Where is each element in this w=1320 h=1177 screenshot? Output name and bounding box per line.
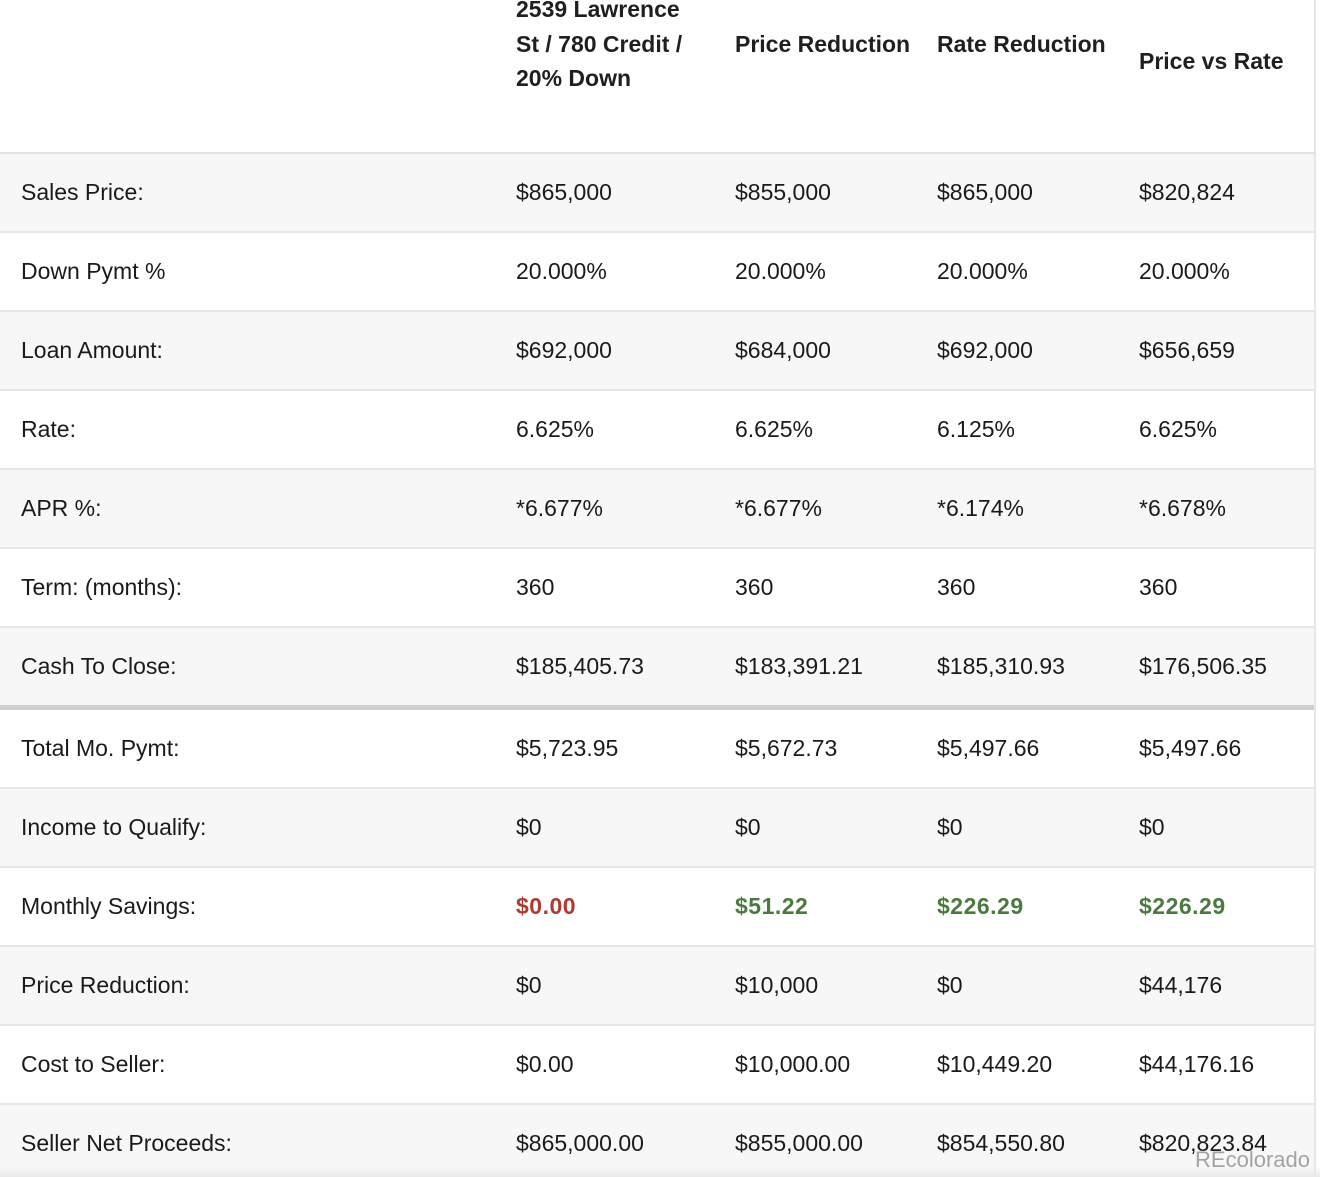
cell-base: *6.677% — [516, 495, 603, 521]
cell-price-vs-rate: $44,176.16 — [1139, 1051, 1255, 1077]
row-label: Seller Net Proceeds: — [21, 1130, 232, 1156]
cell-price-vs-rate: 20.000% — [1139, 258, 1230, 284]
row-loan-amount: Loan Amount: $692,000 $684,000 $692,000 … — [0, 312, 1314, 391]
header-scenario-base: 2539 Lawrence St / 780 Credit / 20% Down — [516, 0, 683, 91]
row-down-payment: Down Pymt % 20.000% 20.000% 20.000% 20.0… — [0, 233, 1314, 312]
row-monthly-savings: Monthly Savings: $0.00 $51.22 $226.29 $2… — [0, 868, 1314, 947]
cell-rate-reduction-savings: $226.29 — [937, 893, 1024, 919]
cell-price-reduction: 6.625% — [735, 416, 814, 442]
row-label: Income to Qualify: — [21, 814, 207, 840]
cell-price-vs-rate: $5,497.66 — [1139, 735, 1242, 761]
cell-rate-reduction: $185,310.93 — [937, 653, 1065, 679]
cell-price-reduction: $10,000.00 — [735, 1051, 851, 1077]
cell-price-reduction: $684,000 — [735, 337, 831, 363]
cell-base: $865,000 — [516, 179, 612, 205]
row-total-monthly-payment: Total Mo. Pymt: $5,723.95 $5,672.73 $5,4… — [0, 710, 1314, 789]
row-label: Total Mo. Pymt: — [21, 735, 180, 761]
cell-base: $692,000 — [516, 337, 612, 363]
cell-price-reduction: 20.000% — [735, 258, 826, 284]
row-label: Down Pymt % — [21, 258, 166, 284]
cell-price-vs-rate: *6.678% — [1139, 495, 1226, 521]
cell-price-vs-rate: $820,824 — [1139, 179, 1235, 205]
cell-price-vs-rate: 6.625% — [1139, 416, 1218, 442]
cell-base: $0 — [516, 972, 542, 998]
cell-base: 20.000% — [516, 258, 607, 284]
cell-price-vs-rate: $656,659 — [1139, 337, 1235, 363]
cell-base: $185,405.73 — [516, 653, 644, 679]
cell-base: $0.00 — [516, 1051, 574, 1077]
row-label: Term: (months): — [21, 574, 183, 600]
row-apr: APR %: *6.677% *6.677% *6.174% *6.678% — [0, 470, 1314, 549]
row-label: Rate: — [21, 416, 76, 442]
cell-rate-reduction: 20.000% — [937, 258, 1028, 284]
cell-price-reduction-savings: $51.22 — [735, 893, 809, 919]
row-label: APR %: — [21, 495, 102, 521]
watermark-logo: REcolorado — [1195, 1147, 1310, 1172]
cell-price-reduction: $0 — [735, 814, 761, 840]
cell-rate-reduction: $5,497.66 — [937, 735, 1040, 761]
cell-price-vs-rate: 360 — [1139, 574, 1178, 600]
row-cost-to-seller: Cost to Seller: $0.00 $10,000.00 $10,449… — [0, 1026, 1314, 1105]
cell-price-reduction: $10,000 — [735, 972, 819, 998]
cell-base: 6.625% — [516, 416, 595, 442]
cell-price-reduction: $855,000 — [735, 179, 831, 205]
cell-rate-reduction: $0 — [937, 814, 963, 840]
row-sales-price: Sales Price: $865,000 $855,000 $865,000 … — [0, 154, 1314, 233]
cell-rate-reduction: *6.174% — [937, 495, 1024, 521]
cell-price-reduction: *6.677% — [735, 495, 822, 521]
cell-price-vs-rate: $0 — [1139, 814, 1165, 840]
cell-base: $865,000.00 — [516, 1130, 644, 1156]
cell-price-reduction: $855,000.00 — [735, 1130, 863, 1156]
row-label: Cost to Seller: — [21, 1051, 166, 1077]
row-label: Monthly Savings: — [21, 893, 197, 919]
cell-base-savings: $0.00 — [516, 893, 577, 919]
cell-rate-reduction: $10,449.20 — [937, 1051, 1053, 1077]
row-label: Sales Price: — [21, 179, 144, 205]
cell-price-reduction: 360 — [735, 574, 774, 600]
cell-rate-reduction: $854,550.80 — [937, 1130, 1065, 1156]
cell-rate-reduction: $865,000 — [937, 179, 1033, 205]
row-price-reduction: Price Reduction: $0 $10,000 $0 $44,176 — [0, 947, 1314, 1026]
row-cash-to-close: Cash To Close: $185,405.73 $183,391.21 $… — [0, 628, 1314, 710]
cell-rate-reduction: 360 — [937, 574, 976, 600]
cell-rate-reduction: $692,000 — [937, 337, 1033, 363]
cell-price-vs-rate-savings: $226.29 — [1139, 893, 1226, 919]
row-seller-net-proceeds: Seller Net Proceeds: $865,000.00 $855,00… — [0, 1105, 1314, 1177]
row-label: Cash To Close: — [21, 653, 177, 679]
cell-rate-reduction: 6.125% — [937, 416, 1016, 442]
cell-rate-reduction: $0 — [937, 972, 963, 998]
row-label: Loan Amount: — [21, 337, 163, 363]
cell-base: $0 — [516, 814, 542, 840]
cell-price-vs-rate: $820,823.84 — [1139, 1130, 1267, 1156]
cell-price-vs-rate: $44,176 — [1139, 972, 1223, 998]
header-price-reduction: Price Reduction — [735, 31, 911, 57]
row-term: Term: (months): 360 360 360 360 — [0, 549, 1314, 628]
cell-price-reduction: $5,672.73 — [735, 735, 838, 761]
row-income-to-qualify: Income to Qualify: $0 $0 $0 $0 — [0, 789, 1314, 868]
cell-price-vs-rate: $176,506.35 — [1139, 653, 1267, 679]
bottom-fade — [0, 1167, 1320, 1177]
cell-price-reduction: $183,391.21 — [735, 653, 863, 679]
header-price-vs-rate: Price vs Rate — [1139, 48, 1284, 74]
header-rate-reduction: Rate Reduction — [937, 31, 1106, 57]
table-header: 2539 Lawrence St / 780 Credit / 20% Down… — [0, 0, 1314, 154]
cell-base: 360 — [516, 574, 555, 600]
row-label: Price Reduction: — [21, 972, 190, 998]
row-rate: Rate: 6.625% 6.625% 6.125% 6.625% — [0, 391, 1314, 470]
cell-base: $5,723.95 — [516, 735, 619, 761]
